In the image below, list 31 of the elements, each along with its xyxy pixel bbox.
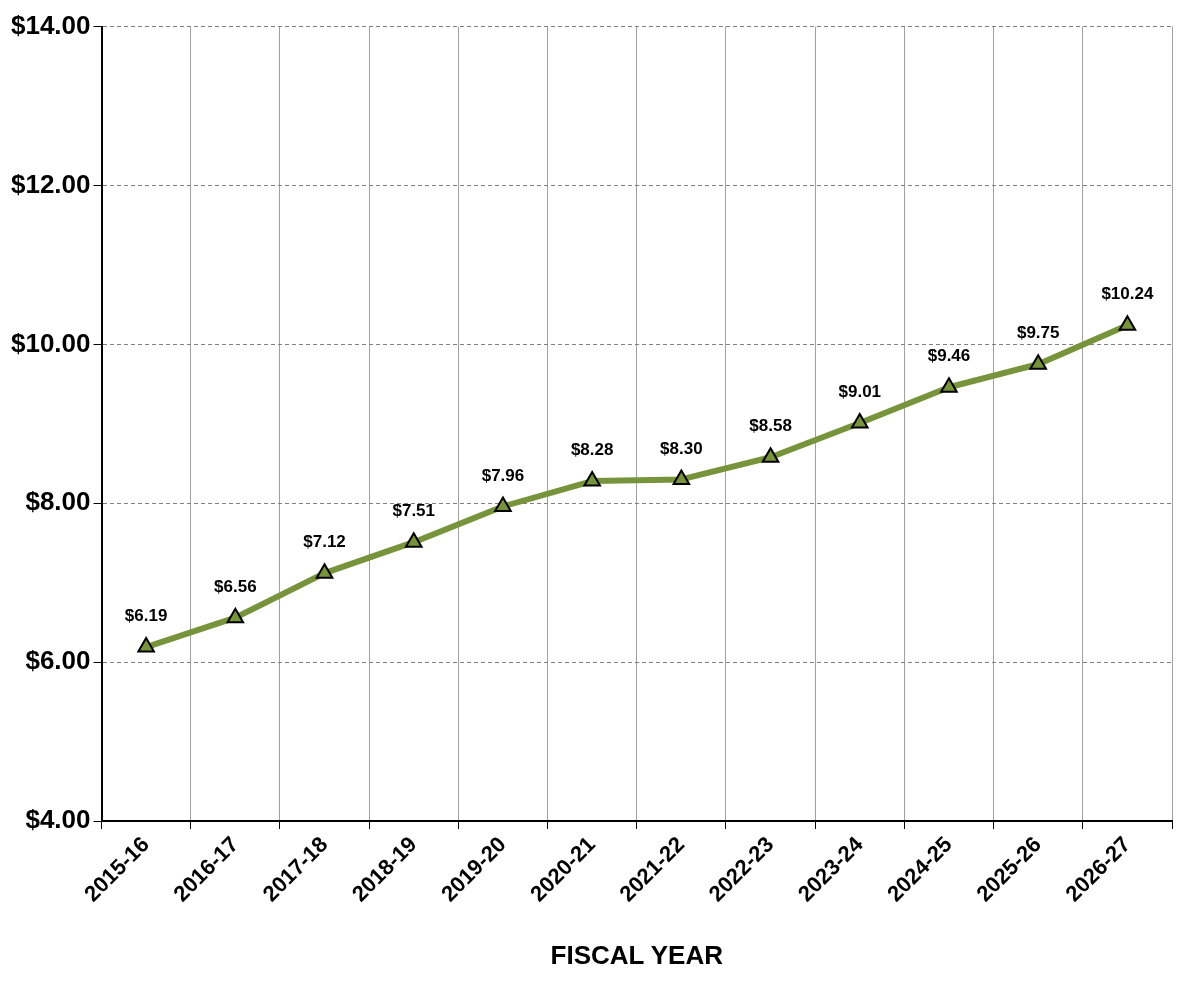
data-label: $9.75: [1016, 323, 1060, 343]
y-tick-label: $10.00: [10, 327, 91, 358]
point: [315, 563, 334, 579]
point: [850, 413, 869, 429]
point: [672, 469, 691, 485]
data-label: $9.46: [927, 346, 971, 366]
data-label: $7.96: [481, 465, 525, 485]
point: [494, 496, 512, 512]
data-label: $7.51: [392, 501, 436, 521]
y-tick-label: $4.00: [25, 804, 91, 835]
data-label: $7.12: [303, 532, 346, 552]
y-tick-label: $6.00: [25, 645, 91, 676]
point: [226, 607, 245, 624]
point: [761, 447, 780, 463]
point: [940, 377, 958, 393]
point: [583, 471, 601, 487]
data-label: $9.01: [838, 382, 882, 402]
data-label: $8.28: [570, 440, 614, 460]
data-label: $8.58: [749, 416, 792, 436]
data-label: $10.24: [1101, 284, 1154, 304]
point: [1029, 354, 1047, 370]
point: [137, 637, 155, 653]
data-label: $8.30: [660, 438, 703, 458]
data-label: $6.19: [124, 606, 168, 626]
point: [1118, 315, 1137, 331]
y-tick-label: $8.00: [25, 486, 91, 517]
y-tick-label: $12.00: [10, 168, 91, 199]
x-axis-title: FISCAL YEAR: [550, 939, 724, 970]
point: [404, 532, 423, 548]
data-label: $6.56: [214, 576, 257, 596]
y-tick-label: $14.00: [10, 9, 91, 40]
